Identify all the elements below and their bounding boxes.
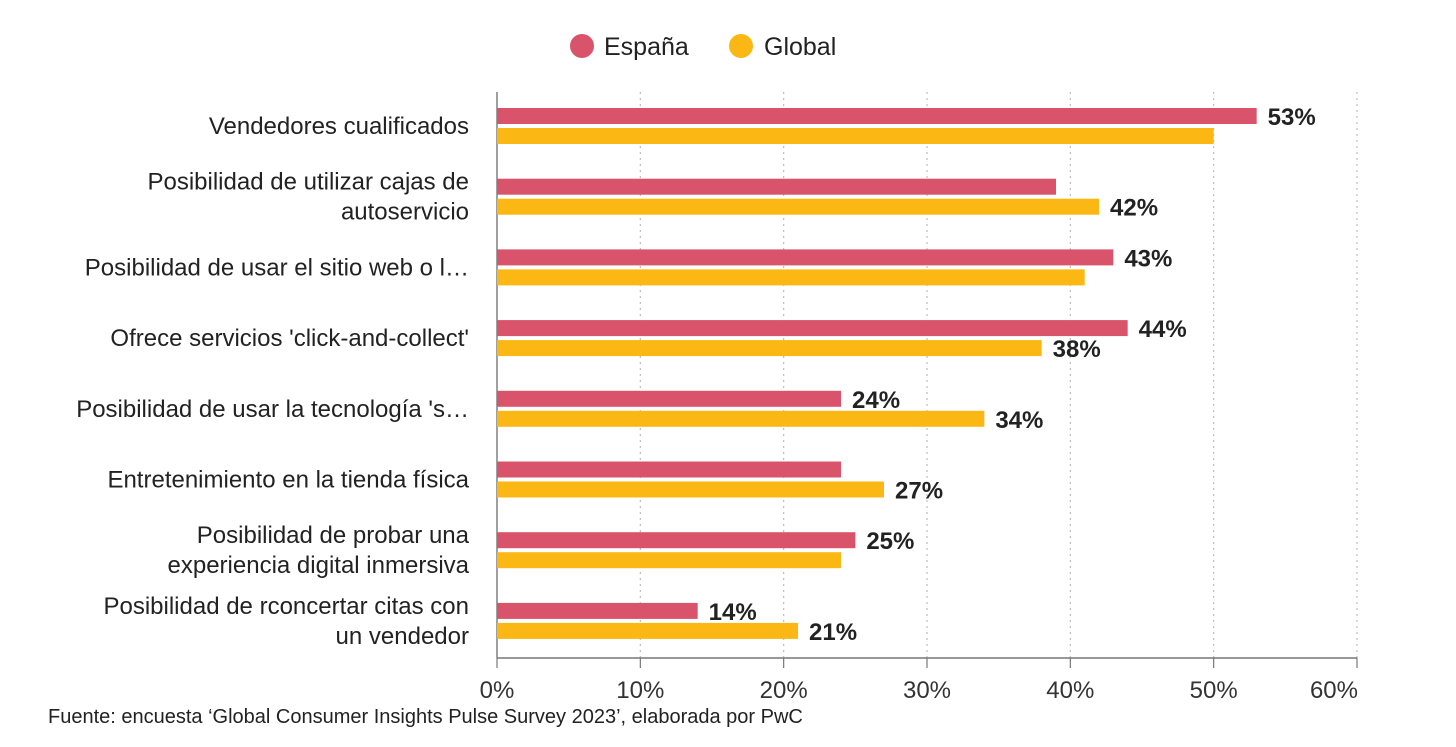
category-label-5-0: Entretenimiento en la tienda física: [107, 467, 469, 494]
data-label-espana-0: 53%: [1268, 104, 1316, 131]
category-label-0-0: Vendedores cualificados: [209, 113, 469, 140]
data-label-espana-4: 24%: [852, 387, 900, 414]
tick-label-5: 50%: [1190, 677, 1238, 704]
category-label-4-0: Posibilidad de usar la tecnología 's…: [76, 396, 469, 423]
category-labels: Vendedores cualificados Posibilidad de ut…: [76, 113, 469, 650]
data-label-espana-3: 44%: [1139, 316, 1187, 343]
legend-marker-0: [570, 34, 594, 58]
legend: España Global: [570, 33, 836, 61]
bar-espana-0: [497, 108, 1257, 124]
bar-global-3: [497, 340, 1042, 357]
bar-global-2: [497, 269, 1085, 286]
data-label-espana-6: 25%: [866, 528, 914, 555]
data-label-espana-7: 14%: [709, 599, 757, 626]
bar-global-7: [497, 622, 798, 639]
data-label-espana-2: 43%: [1124, 245, 1172, 272]
bar-espana-5: [497, 461, 841, 478]
legend-label-1: Global: [764, 33, 836, 61]
source-note: Fuente: encuesta ‘Global Consumer Insigh…: [48, 706, 803, 728]
bar-global-4: [497, 410, 985, 427]
grid: [496, 92, 1358, 659]
data-label-global-1: 42%: [1110, 195, 1158, 222]
bar-espana-3: [497, 320, 1128, 337]
data-label-global-7: 21%: [809, 619, 857, 646]
tick-label-6: 60%: [1310, 677, 1358, 704]
category-label-7-1: un vendedor: [336, 623, 469, 650]
bar-global-0: [497, 128, 1214, 144]
category-label-6-1: experiencia digital inmersiva: [168, 552, 470, 579]
bar-espana-6: [497, 532, 856, 549]
category-label-7-0: Posibilidad de rconcertar citas con: [103, 593, 469, 620]
x-axis-ticks: 0% 10% 20% 30% 40% 50% 60%: [480, 658, 1358, 704]
data-label-global-4: 34%: [995, 407, 1043, 434]
tick-label-0: 0%: [480, 677, 515, 704]
bar-global-6: [497, 552, 841, 569]
legend-label-0: España: [604, 33, 689, 61]
bar-espana-1: [497, 178, 1056, 195]
category-label-1-0: Posibilidad de utilizar cajas de: [147, 169, 469, 196]
tick-label-3: 30%: [903, 677, 951, 704]
tick-label-2: 20%: [760, 677, 808, 704]
bar-global-1: [497, 198, 1099, 215]
legend-marker-1: [729, 34, 753, 58]
category-label-2-0: Posibilidad de usar el sitio web o l…: [85, 254, 469, 281]
bars: [497, 108, 1257, 639]
tick-label-4: 40%: [1046, 677, 1094, 704]
category-label-1-1: autoservicio: [341, 199, 469, 226]
category-label-6-0: Posibilidad de probar una: [197, 522, 470, 549]
data-label-global-3: 38%: [1053, 336, 1101, 363]
data-labels: 53% 42% 43% 44% 38% 24% 34% 27% 25% 14% 21%: [709, 104, 1316, 646]
data-label-global-5: 27%: [895, 478, 943, 505]
category-label-3-0: Ofrece servicios 'click-and-collect': [110, 325, 469, 352]
bar-espana-4: [497, 390, 841, 407]
bar-espana-7: [497, 602, 698, 619]
bar-espana-2: [497, 249, 1114, 266]
tick-label-1: 10%: [616, 677, 664, 704]
bar-global-5: [497, 481, 884, 498]
